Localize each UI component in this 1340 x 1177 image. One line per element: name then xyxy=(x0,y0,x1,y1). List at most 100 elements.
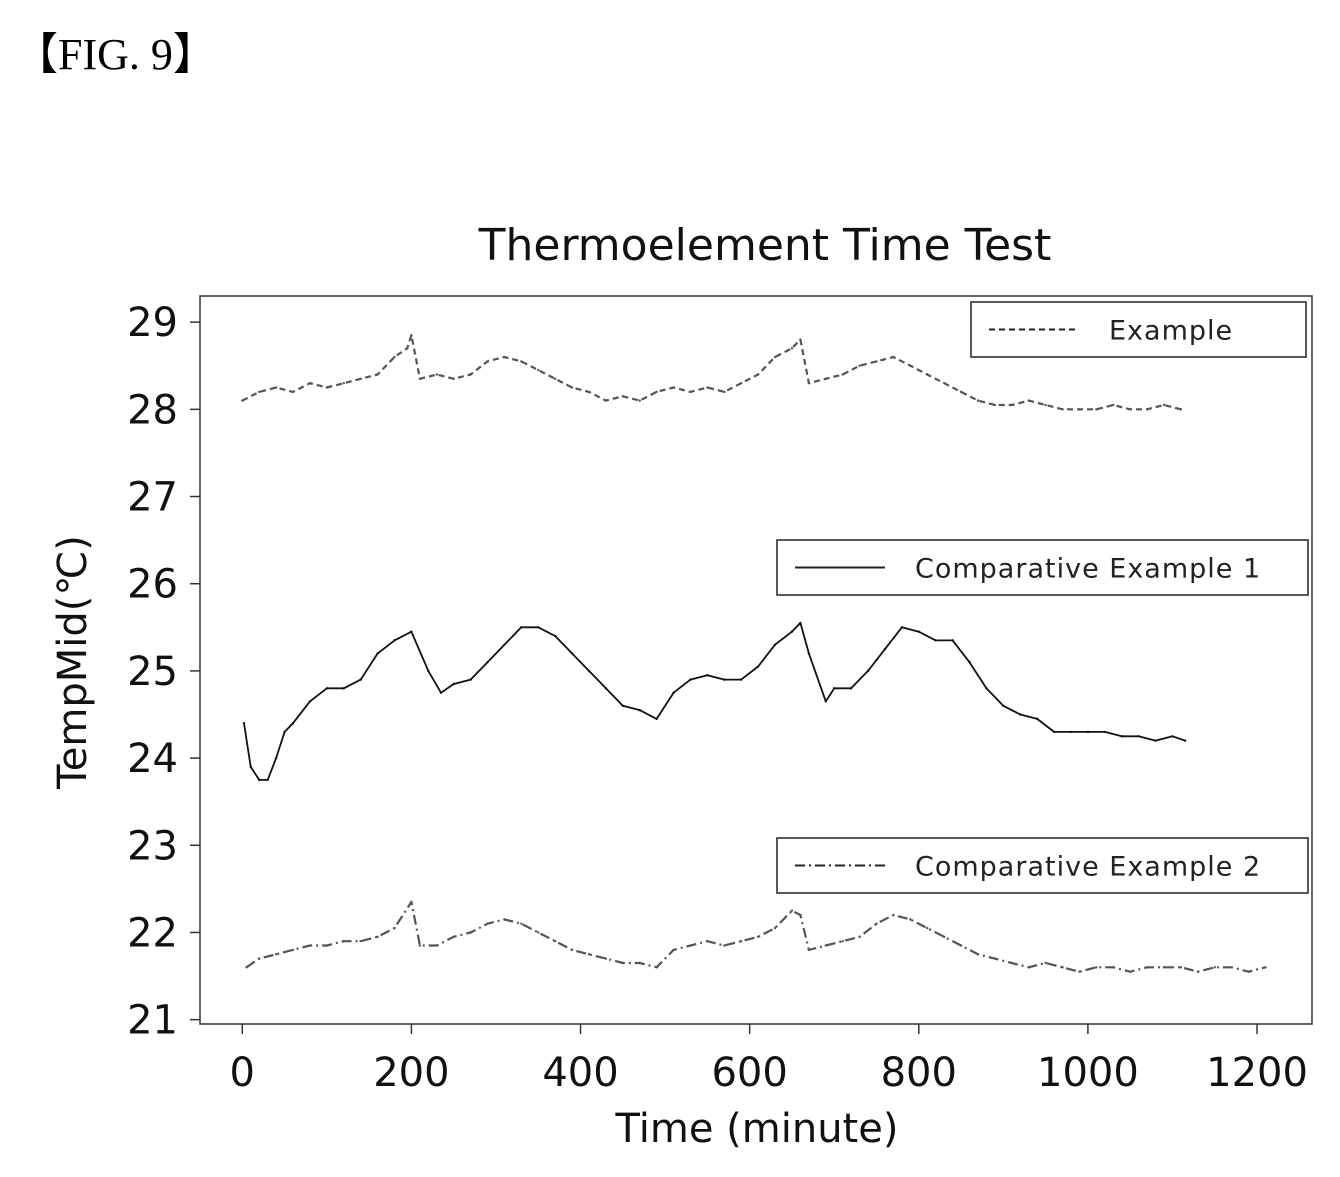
series-1-point xyxy=(587,390,591,394)
series-3-point xyxy=(942,935,946,939)
series-2-point xyxy=(968,660,971,664)
series-1-point xyxy=(638,399,641,402)
series-1-point xyxy=(1061,408,1064,411)
series-1-point xyxy=(689,390,692,394)
series-2-point xyxy=(342,687,345,690)
series-3-point xyxy=(1264,966,1267,969)
series-1-point xyxy=(469,373,472,376)
series-2-point xyxy=(824,700,827,703)
series-3-point xyxy=(892,913,895,917)
series-1-point xyxy=(1145,408,1149,411)
series-1-point xyxy=(359,377,362,381)
series-2-point xyxy=(469,678,472,681)
series-3-point xyxy=(1196,970,1200,973)
series-1-point xyxy=(257,390,261,394)
y-tick-label: 25 xyxy=(127,649,178,695)
series-1-point xyxy=(1027,399,1030,402)
series-2-point xyxy=(706,674,709,677)
series-3-point xyxy=(435,944,438,947)
y-tick-label: 29 xyxy=(127,300,178,346)
series-layer xyxy=(241,334,1267,973)
series-1-point xyxy=(723,390,726,394)
series-1-point xyxy=(503,355,506,359)
x-tick-label: 1000 xyxy=(1037,1050,1139,1096)
series-3-point xyxy=(638,961,641,965)
series-2-point xyxy=(359,678,362,681)
series-3-point xyxy=(469,931,472,934)
series-1-point xyxy=(706,386,709,389)
series-3-point xyxy=(740,939,743,943)
x-axis: 0 200 400 600 800 1000 1200 xyxy=(230,1024,1308,1096)
series-2-point xyxy=(1154,739,1157,742)
chart-title: Thermoelement Time Test xyxy=(478,220,1052,271)
series-3-point xyxy=(959,944,963,947)
series-3-point xyxy=(1010,961,1014,965)
series-2-point xyxy=(849,687,853,690)
series-3-point xyxy=(1044,961,1047,965)
series-3-point xyxy=(909,918,912,921)
series-2-point xyxy=(537,626,540,629)
series-2-point xyxy=(283,730,286,734)
series-2-point xyxy=(638,708,641,712)
series-1-point xyxy=(672,386,675,389)
series-2-point xyxy=(242,722,246,725)
series-3-point xyxy=(1112,966,1115,969)
series-2-point xyxy=(452,682,455,686)
series-1-point xyxy=(274,386,278,389)
series-2-point xyxy=(257,778,261,782)
series-2-point xyxy=(985,687,988,690)
legend-label-1: Example xyxy=(1109,316,1233,347)
series-1-point xyxy=(773,355,777,359)
series-1-point xyxy=(308,381,312,385)
y-tick-label: 28 xyxy=(127,387,178,433)
series-2-point xyxy=(410,630,413,633)
series-1-point xyxy=(875,360,878,363)
series-2-point xyxy=(1052,730,1056,734)
series-3-point xyxy=(325,944,329,947)
series-2-point xyxy=(439,691,443,694)
y-tick-label: 22 xyxy=(127,910,178,956)
series-2-point xyxy=(266,778,269,782)
series-3-point xyxy=(689,944,692,947)
series-1-point xyxy=(241,399,244,402)
series-3-point xyxy=(342,939,345,943)
series-3-point xyxy=(1213,966,1216,969)
series-3-point xyxy=(1230,966,1233,969)
series-3-point xyxy=(824,944,827,947)
series-3-point xyxy=(858,935,861,939)
series-2-point xyxy=(376,652,379,655)
series-1-point xyxy=(570,386,574,389)
series-1-point xyxy=(410,334,413,337)
series-1-point xyxy=(291,390,295,394)
series-3-point xyxy=(841,939,844,943)
series-3-point xyxy=(486,922,489,925)
series-1-point xyxy=(993,403,997,407)
series-2-point xyxy=(773,643,777,646)
series-2-point xyxy=(503,643,506,646)
series-3-point xyxy=(520,922,523,925)
series-1-point xyxy=(1128,408,1132,411)
series-3-point xyxy=(790,909,794,912)
series-2-point xyxy=(1183,739,1187,742)
series-2-point xyxy=(249,765,252,769)
series-2-point xyxy=(655,717,658,721)
series-3-point xyxy=(773,926,777,930)
series-1-point xyxy=(435,373,438,376)
series-1-point xyxy=(486,360,489,363)
series-2-point xyxy=(723,678,726,681)
series-1-point xyxy=(799,338,802,341)
series-3-point xyxy=(257,957,261,960)
series-2-point xyxy=(672,691,675,694)
series-3-point xyxy=(1145,966,1149,969)
x-tick-label: 200 xyxy=(373,1050,449,1096)
x-tick-label: 800 xyxy=(881,1050,957,1096)
series-1-point xyxy=(807,381,811,385)
series-3-point xyxy=(723,944,726,947)
series-3-point xyxy=(799,913,802,917)
series-1-point xyxy=(959,390,963,394)
series-1-point xyxy=(553,377,557,381)
series-2-point xyxy=(587,669,591,673)
series-3-point xyxy=(503,918,506,921)
series-3-point xyxy=(756,935,760,939)
series-2-point xyxy=(291,722,295,725)
